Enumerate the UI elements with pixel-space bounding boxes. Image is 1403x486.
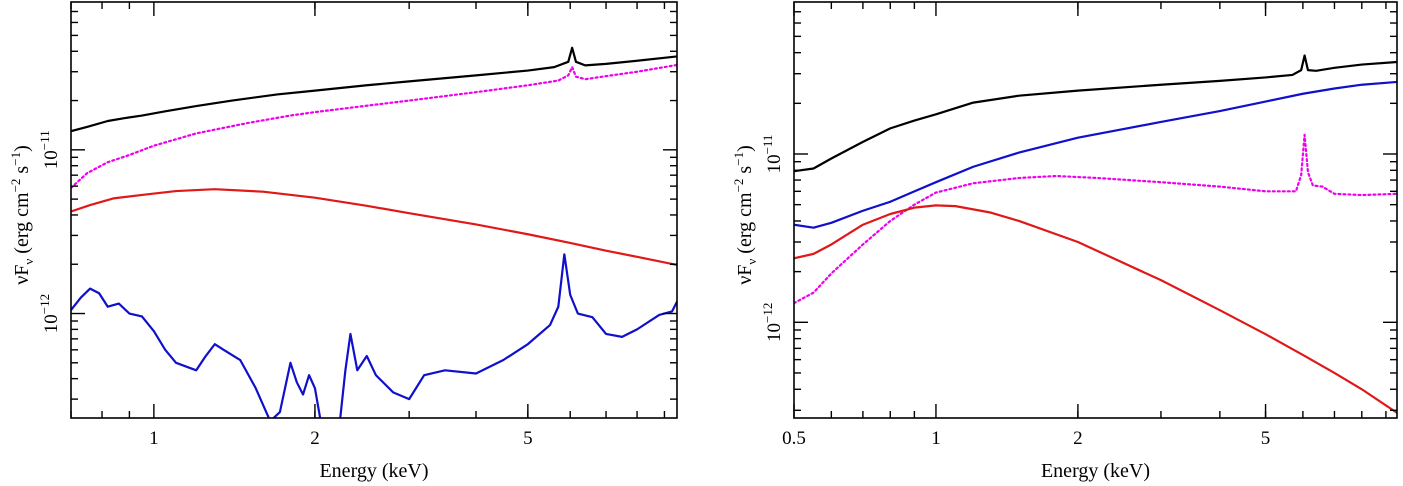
right-y-tick-label: 10−11 [760,135,785,174]
right-x-tick-label: 2 [1073,428,1083,449]
left-series-group [71,46,677,418]
left-y-tick-label: 10−12 [37,294,62,333]
left-series-soft-component [71,63,677,190]
right-panel: 0.5 1 2 5 10−12 10−11 Energy (keV) νFν (erg cm−… [731,1,1398,482]
left-y-axis-title: νFν (erg cm−2 s−1) [8,145,36,285]
left-x-axis-title: Energy (keV) [319,460,428,482]
left-axes-frame [70,1,678,419]
right-x-axis-title: Energy (keV) [1041,460,1150,482]
right-axes-frame [793,1,1398,419]
right-series-reflection [794,133,1397,305]
left-panel: 1 2 5 10−12 10−11 Energy (keV) νFν (erg cm−2 s… [8,1,678,482]
left-series-total [71,46,677,133]
right-x-tick-label: 1 [931,428,941,449]
left-series-reflection [71,253,677,418]
left-series-continuum [71,188,677,267]
right-series-group [794,54,1397,414]
left-y-tick-label: 10−11 [37,130,62,169]
right-x-tick-label: 0.5 [782,428,806,449]
left-x-tick-label: 5 [523,428,533,449]
left-x-tick-label: 1 [149,428,159,449]
right-x-tick-label: 5 [1261,428,1271,449]
right-series-thermal [794,204,1397,414]
right-y-tick-label: 10−12 [760,303,785,342]
right-series-total [794,54,1397,173]
right-series-power-law [794,80,1397,229]
left-x-tick-label: 2 [310,428,320,449]
right-y-axis-title: νFν (erg cm−2 s−1) [731,145,759,285]
